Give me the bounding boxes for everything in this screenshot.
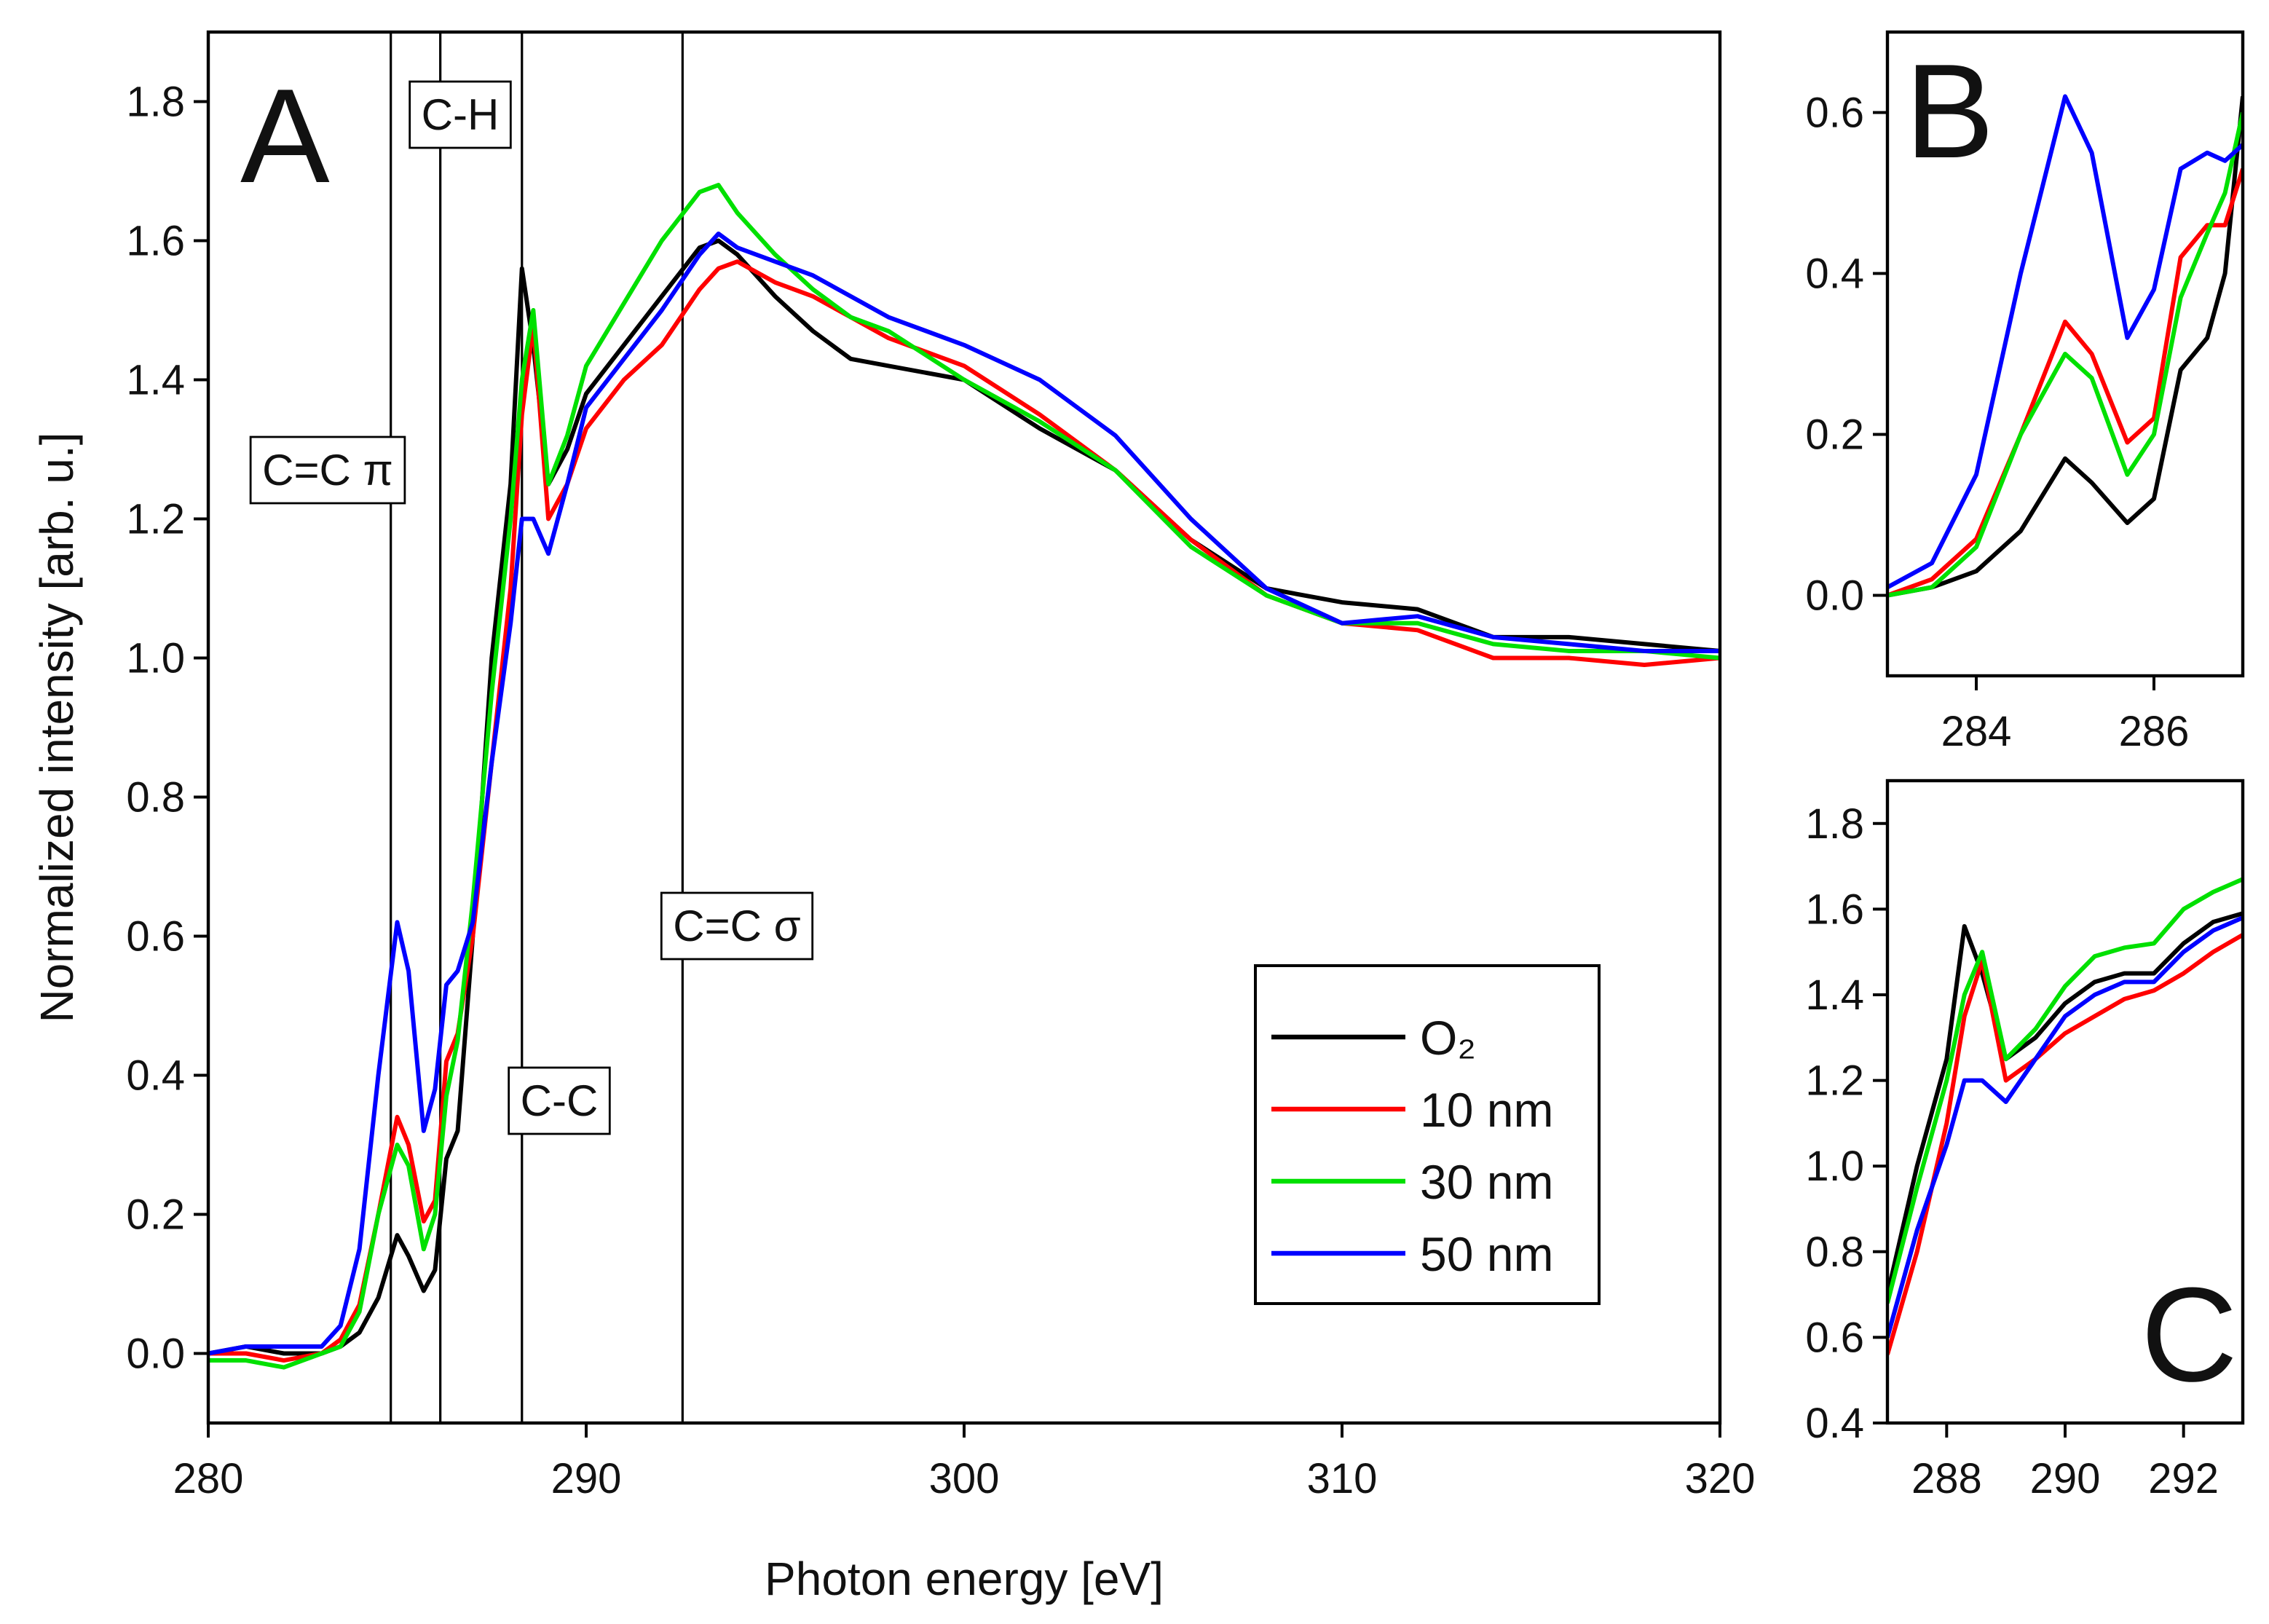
legend-label: 30 nm bbox=[1420, 1155, 1553, 1209]
data-line bbox=[208, 183, 1720, 1370]
x-tick-label: 290 bbox=[551, 1455, 622, 1502]
y-tick-label: 0.4 bbox=[1805, 1400, 1864, 1447]
data-line bbox=[1887, 167, 2243, 598]
y-tick-label: 0.4 bbox=[126, 1052, 185, 1100]
x-tick-label: 284 bbox=[1941, 708, 2012, 755]
x-tick-label: 280 bbox=[173, 1455, 244, 1502]
y-tick-label: 0.6 bbox=[126, 913, 185, 961]
y-tick-label: 0.2 bbox=[1805, 411, 1864, 459]
x-tick-label: 286 bbox=[2119, 708, 2190, 755]
data-line bbox=[208, 259, 1720, 1363]
plot-area bbox=[1887, 877, 2243, 1355]
y-tick-label: 0.0 bbox=[1805, 572, 1864, 620]
x-axis-title: Photon energy [eV] bbox=[765, 1553, 1164, 1605]
plot-area bbox=[208, 32, 1720, 1423]
y-tick-label: 1.0 bbox=[1805, 1143, 1864, 1190]
annotation-label: C=C π bbox=[262, 446, 393, 494]
legend-label: 10 nm bbox=[1420, 1083, 1553, 1137]
y-tick-label: 0.6 bbox=[1805, 1314, 1864, 1361]
annotation-box bbox=[409, 80, 512, 149]
legend-label: O₂ bbox=[1420, 1011, 1476, 1065]
y-tick-label: 0.6 bbox=[1805, 90, 1864, 137]
y-tick-label: 1.4 bbox=[126, 357, 185, 404]
y-tick-label: 1.6 bbox=[126, 218, 185, 265]
y-tick-label: 1.2 bbox=[126, 496, 185, 543]
y-tick-label: 1.6 bbox=[1805, 886, 1864, 933]
plot-frame bbox=[1885, 30, 2245, 678]
panel-label: A bbox=[240, 60, 330, 210]
data-line bbox=[1887, 915, 2243, 1339]
y-tick-label: 1.8 bbox=[1805, 800, 1864, 848]
data-line bbox=[1887, 96, 2243, 598]
plot-area bbox=[1887, 94, 2243, 598]
x-tick-label: 310 bbox=[1307, 1455, 1378, 1502]
data-line bbox=[1887, 933, 2243, 1355]
y-tick-label: 0.8 bbox=[1805, 1229, 1864, 1276]
data-line bbox=[208, 231, 1720, 1356]
legend-label: 50 nm bbox=[1420, 1227, 1553, 1281]
data-line bbox=[1887, 94, 2243, 590]
annotation-label: C-H bbox=[422, 90, 500, 139]
y-tick-label: 0.0 bbox=[126, 1331, 185, 1378]
annotation-box bbox=[508, 1066, 611, 1135]
y-tick-label: 0.8 bbox=[126, 774, 185, 821]
x-tick-label: 320 bbox=[1685, 1455, 1756, 1502]
annotation-box bbox=[660, 891, 814, 961]
annotation-label: C-C bbox=[521, 1076, 599, 1125]
x-tick-label: 288 bbox=[1911, 1455, 1982, 1502]
y-tick-label: 1.0 bbox=[126, 635, 185, 682]
y-tick-label: 0.2 bbox=[126, 1191, 185, 1239]
data-line bbox=[1887, 877, 2243, 1304]
annotation-box bbox=[249, 435, 406, 505]
y-tick-label: 1.2 bbox=[1805, 1057, 1864, 1105]
x-tick-label: 300 bbox=[929, 1455, 1000, 1502]
x-tick-label: 290 bbox=[2030, 1455, 2101, 1502]
y-tick-label: 1.4 bbox=[1805, 971, 1864, 1019]
annotation-label: C=C σ bbox=[673, 902, 800, 950]
data-line bbox=[1887, 911, 2243, 1296]
data-line bbox=[1887, 111, 2243, 598]
x-tick-label: 292 bbox=[2148, 1455, 2219, 1502]
panel-label: B bbox=[1905, 36, 1994, 186]
panel-label: C bbox=[2141, 1259, 2238, 1409]
legend: O₂ 10 nm 30 nm 50 nm bbox=[1254, 964, 1601, 1305]
legend-box bbox=[1254, 964, 1601, 1305]
y-tick-label: 1.8 bbox=[126, 79, 185, 126]
y-tick-label: 0.4 bbox=[1805, 251, 1864, 298]
y-axis-title: Normalized intensity [arb. u.] bbox=[31, 433, 83, 1023]
